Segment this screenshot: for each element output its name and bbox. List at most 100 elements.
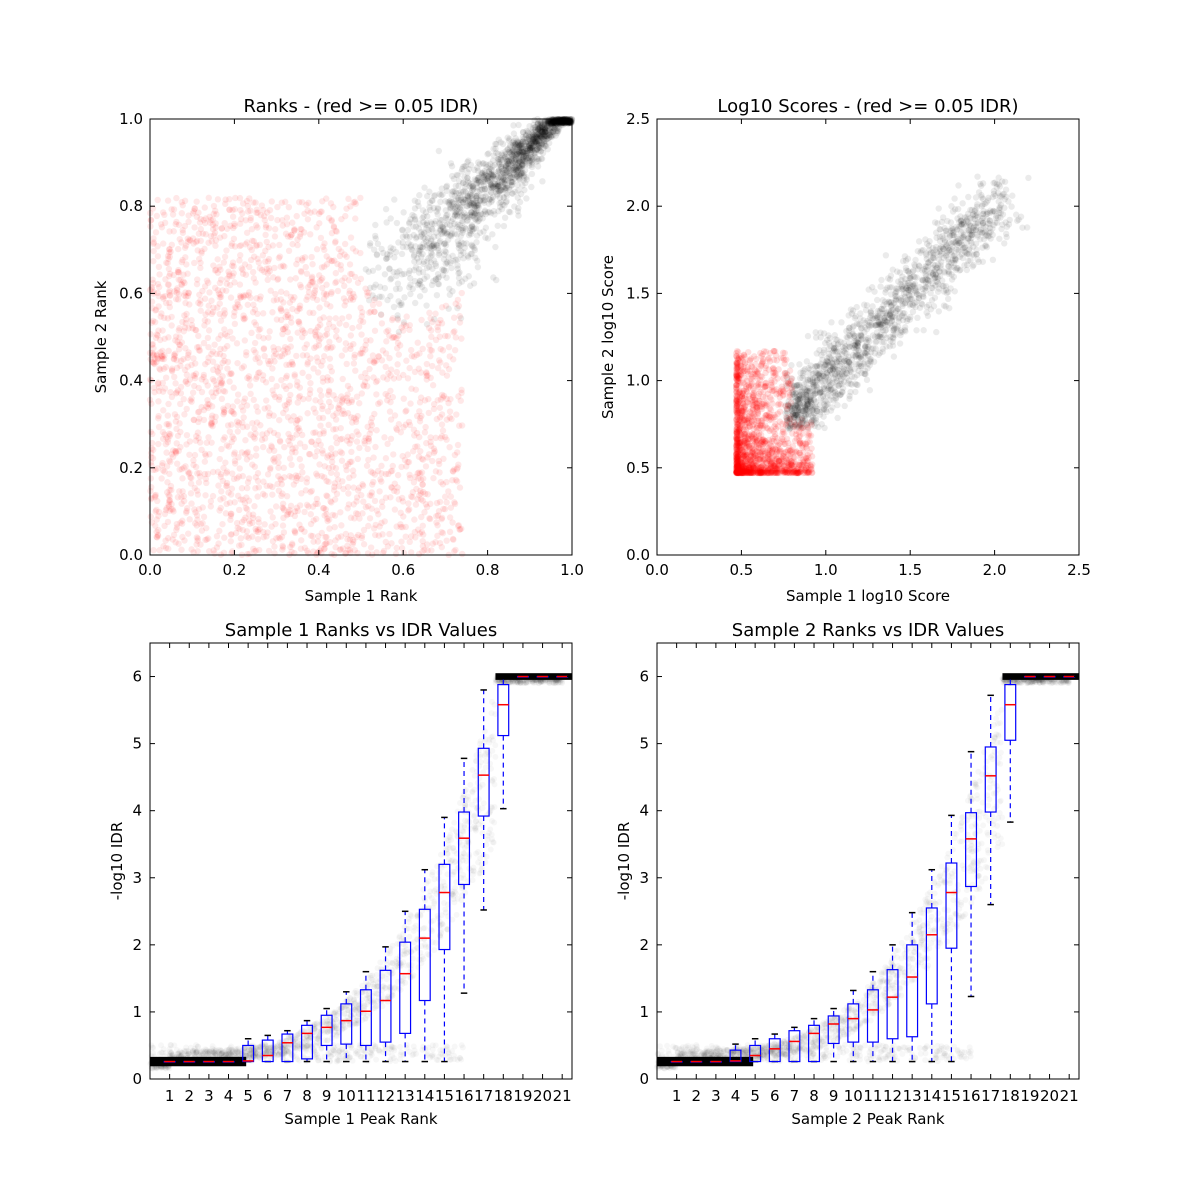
scatter-point bbox=[367, 308, 374, 315]
scatter-point bbox=[454, 441, 462, 449]
scatter-point bbox=[172, 380, 179, 387]
scatter-point bbox=[342, 298, 350, 305]
scatter-point bbox=[310, 405, 318, 412]
scatter-point bbox=[294, 378, 301, 386]
scatter-point bbox=[221, 406, 228, 414]
scatter-point bbox=[199, 230, 207, 237]
scatter-point bbox=[444, 332, 451, 340]
scatter-point bbox=[441, 493, 449, 500]
scatter-point bbox=[253, 403, 260, 410]
scatter-point bbox=[350, 472, 357, 479]
scatter-point bbox=[481, 208, 489, 215]
scatter-point bbox=[242, 352, 250, 359]
scatter-point bbox=[389, 315, 396, 322]
scatter-point bbox=[265, 412, 273, 420]
scatter-point bbox=[311, 328, 319, 336]
scatter-point bbox=[195, 230, 203, 237]
scatter-point bbox=[167, 458, 174, 465]
scatter-point bbox=[476, 161, 483, 168]
scatter-point bbox=[430, 405, 438, 413]
scatter-point bbox=[244, 448, 251, 456]
scatter-point bbox=[336, 546, 344, 553]
scatter-point bbox=[412, 264, 420, 271]
scatter-point bbox=[316, 461, 323, 468]
scatter-point bbox=[414, 339, 421, 346]
scatter-point bbox=[253, 295, 260, 302]
scatter-point bbox=[154, 355, 162, 363]
scatter-point bbox=[299, 469, 306, 476]
scatter-point bbox=[325, 388, 333, 396]
scatter-point bbox=[236, 465, 243, 472]
scatter-point bbox=[158, 462, 166, 469]
scatter-point bbox=[277, 263, 284, 270]
scatter-point bbox=[432, 538, 439, 546]
scatter-point bbox=[256, 296, 264, 303]
scatter-point bbox=[228, 531, 235, 538]
scatter-point bbox=[298, 226, 305, 233]
scatter-point bbox=[212, 413, 219, 421]
scatter-point bbox=[327, 377, 335, 384]
scatter-point bbox=[302, 487, 310, 494]
scatter-point bbox=[416, 350, 423, 357]
scatter-point bbox=[343, 205, 350, 212]
scatter-point bbox=[265, 547, 273, 555]
scatter-point bbox=[317, 441, 324, 449]
scatter-point bbox=[423, 273, 431, 280]
scatter-point bbox=[427, 249, 435, 257]
scatter-point bbox=[173, 460, 181, 467]
scatter-point bbox=[325, 387, 333, 394]
scatter-point bbox=[343, 437, 351, 444]
scatter-point bbox=[194, 276, 201, 283]
scatter-point bbox=[323, 292, 330, 299]
scatter-point bbox=[436, 469, 443, 476]
scatter-point bbox=[319, 275, 326, 282]
scatter-point bbox=[224, 365, 231, 372]
scatter-point bbox=[256, 325, 264, 333]
scatter-point bbox=[449, 476, 456, 484]
scatter-point bbox=[369, 267, 377, 274]
scatter-point bbox=[227, 222, 234, 230]
scatter-point bbox=[154, 253, 162, 260]
scatter-point bbox=[249, 309, 257, 316]
scatter-point bbox=[328, 217, 335, 225]
scatter-point bbox=[389, 462, 396, 470]
scatter-point bbox=[281, 263, 288, 270]
scatter-point bbox=[477, 182, 485, 189]
scatter-point bbox=[425, 451, 433, 458]
scatter-point bbox=[176, 488, 183, 495]
scatter-point bbox=[191, 205, 198, 212]
scatter-point bbox=[345, 195, 352, 203]
scatter-point bbox=[372, 443, 379, 451]
scatter-point bbox=[243, 449, 251, 457]
scatter-point bbox=[147, 331, 154, 338]
scatter-point bbox=[340, 282, 348, 290]
scatter-point bbox=[317, 422, 324, 429]
scatter-point bbox=[177, 428, 184, 436]
scatter-point bbox=[453, 411, 460, 418]
scatter-point bbox=[414, 496, 421, 503]
scatter-point bbox=[485, 162, 492, 169]
scatter-point bbox=[416, 408, 423, 415]
scatter-point bbox=[807, 432, 815, 439]
scatter-point bbox=[220, 387, 227, 395]
scatter-point bbox=[220, 312, 227, 319]
scatter-point bbox=[411, 432, 418, 439]
scatter-point bbox=[208, 310, 215, 318]
scatter-point bbox=[428, 547, 435, 554]
scatter-point bbox=[522, 132, 530, 139]
scatter-point bbox=[313, 296, 321, 304]
scatter-point bbox=[447, 221, 454, 229]
scatter-point bbox=[268, 375, 275, 383]
scatter-point bbox=[160, 407, 167, 414]
scatter-point bbox=[447, 504, 455, 511]
scatter-point bbox=[394, 361, 401, 368]
scatter-point bbox=[246, 263, 253, 271]
scatter-point bbox=[368, 505, 375, 512]
scatter-point bbox=[298, 463, 305, 470]
scatter-point bbox=[389, 393, 397, 401]
scatter-point bbox=[301, 528, 308, 535]
scatter-point bbox=[221, 434, 228, 441]
scatter-point bbox=[259, 376, 267, 383]
scatter-point bbox=[288, 231, 295, 239]
scatter-point bbox=[539, 178, 546, 185]
